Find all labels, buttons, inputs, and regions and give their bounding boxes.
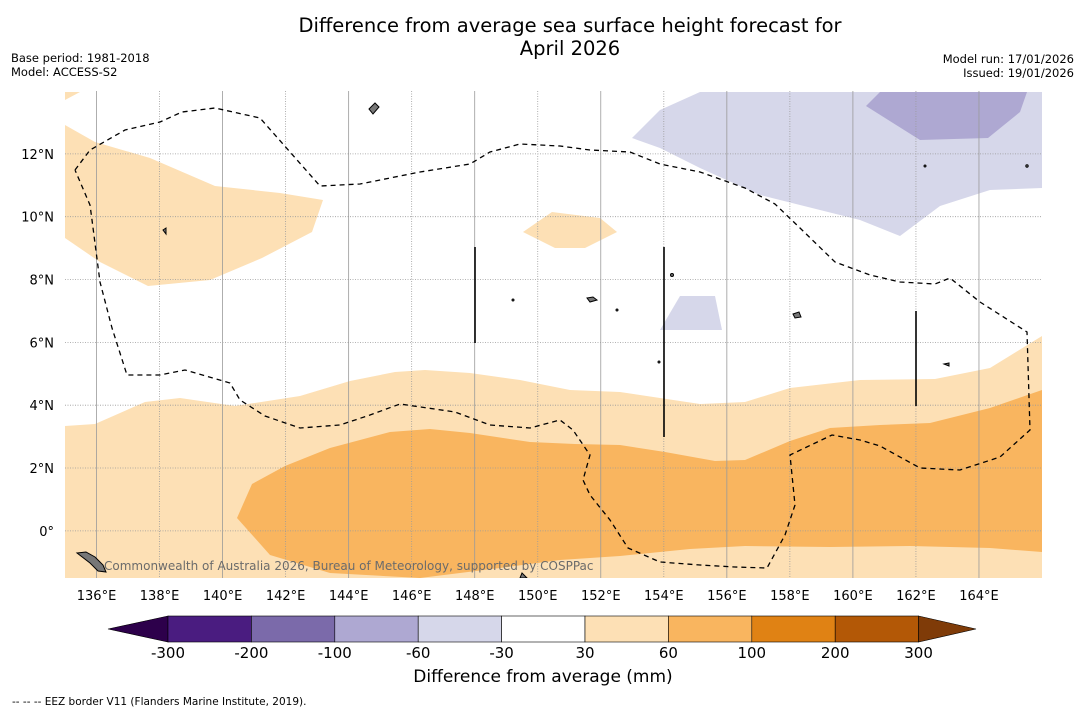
colorbar-segment bbox=[251, 615, 336, 643]
colorbar-tick-label: -300 bbox=[151, 644, 185, 662]
latitude-label: 2°N bbox=[30, 462, 55, 477]
islet bbox=[657, 360, 661, 364]
colorbar-tick-label: 200 bbox=[821, 644, 850, 662]
longitude-label: 158°E bbox=[770, 589, 810, 604]
longitude-label: 148°E bbox=[455, 589, 495, 604]
model-name: Model: ACCESS-S2 bbox=[11, 65, 118, 79]
legend-colorbar bbox=[107, 615, 977, 643]
latitude-labels: 12°N 10°N 8°N 6°N 4°N 2°N 0° bbox=[21, 148, 54, 540]
legend-tick-labels: -300 -200 -100 -60 -30 30 60 100 200 300 bbox=[151, 644, 933, 662]
island-png-west bbox=[75, 551, 107, 573]
longitude-label: 150°E bbox=[518, 589, 558, 604]
longitude-label: 142°E bbox=[266, 589, 306, 604]
latitude-label: 0° bbox=[39, 525, 54, 540]
colorbar-segment bbox=[584, 615, 669, 643]
contour-nw-peach-region bbox=[65, 92, 323, 286]
islet bbox=[615, 308, 619, 312]
longitude-label: 160°E bbox=[833, 589, 873, 604]
base-period: Base period: 1981-2018 bbox=[11, 51, 150, 65]
islet bbox=[511, 298, 515, 302]
longitude-label: 140°E bbox=[203, 589, 243, 604]
issued-date: Issued: 19/01/2026 bbox=[963, 66, 1074, 80]
contour-lavender-patch bbox=[660, 296, 722, 330]
colorbar-tick-label: 60 bbox=[659, 644, 678, 662]
longitude-label: 156°E bbox=[707, 589, 747, 604]
longitude-label: 136°E bbox=[77, 589, 117, 604]
graticule bbox=[65, 91, 1042, 578]
longitude-label: 146°E bbox=[392, 589, 432, 604]
colorbar-segment bbox=[417, 615, 502, 643]
longitude-label: 164°E bbox=[959, 589, 999, 604]
colorbar-segment bbox=[167, 615, 252, 643]
islet bbox=[1025, 164, 1029, 168]
island-chuuk bbox=[586, 296, 599, 303]
watermark: Commonwealth of Australia 2026, Bureau o… bbox=[104, 559, 594, 573]
latitude-label: 6°N bbox=[30, 336, 55, 351]
longitude-label: 144°E bbox=[329, 589, 369, 604]
islet bbox=[670, 273, 674, 277]
colorbar-segment bbox=[668, 615, 753, 643]
colorbar-segment bbox=[501, 615, 586, 643]
eez-footnote: -- -- -- EEZ border V11 (Flanders Marine… bbox=[12, 696, 307, 708]
model-run-date: Model run: 17/01/2026 bbox=[942, 52, 1074, 66]
latitude-label: 10°N bbox=[21, 211, 54, 226]
eez-border bbox=[74, 107, 1031, 569]
longitude-label: 138°E bbox=[140, 589, 180, 604]
colorbar-segment bbox=[751, 615, 836, 643]
title-line-2: April 2026 bbox=[519, 37, 621, 60]
island-north bbox=[368, 102, 380, 115]
islet bbox=[923, 164, 927, 168]
colorbar-high-extension bbox=[918, 615, 977, 643]
colorbar-tick-label: -30 bbox=[489, 644, 514, 662]
island-yap bbox=[162, 227, 167, 236]
legend-title: Difference from average (mm) bbox=[413, 667, 673, 687]
islands bbox=[75, 102, 1029, 578]
colorbar-segment bbox=[834, 615, 919, 643]
latitude-label: 8°N bbox=[30, 274, 55, 289]
longitude-label: 154°E bbox=[644, 589, 684, 604]
map-plot-area: Commonwealth of Australia 2026, Bureau o… bbox=[65, 91, 1042, 578]
model-info: Base period: 1981-2018 Model: ACCESS-S2 bbox=[11, 51, 150, 79]
longitude-label: 162°E bbox=[896, 589, 936, 604]
latitude-label: 12°N bbox=[21, 148, 54, 163]
title-line-1: Difference from average sea surface heig… bbox=[298, 14, 842, 37]
page-title: Difference from average sea surface heig… bbox=[170, 14, 970, 60]
colorbar-tick-label: -200 bbox=[234, 644, 268, 662]
colorbar-tick-label: 100 bbox=[737, 644, 766, 662]
run-info: Model run: 17/01/2026 Issued: 19/01/2026 bbox=[943, 52, 1074, 80]
colorbar-tick-label: 30 bbox=[575, 644, 594, 662]
colorbar-tick-label: -60 bbox=[406, 644, 431, 662]
colorbar-tick-label: -100 bbox=[318, 644, 352, 662]
island-png-east bbox=[519, 572, 528, 578]
contour-purple-region bbox=[866, 92, 1027, 140]
colorbar-low-extension bbox=[107, 615, 169, 643]
colorbar-tick-label: 300 bbox=[904, 644, 933, 662]
island-kosrae bbox=[942, 362, 950, 367]
contour-peach-patch bbox=[523, 212, 617, 248]
colorbar-segment bbox=[334, 615, 419, 643]
latitude-label: 4°N bbox=[30, 399, 55, 414]
longitude-label: 152°E bbox=[581, 589, 621, 604]
island-pohnpei bbox=[792, 311, 802, 319]
longitude-labels: 136°E 138°E 140°E 142°E 144°E 146°E 148°E 150°E… bbox=[77, 589, 999, 604]
